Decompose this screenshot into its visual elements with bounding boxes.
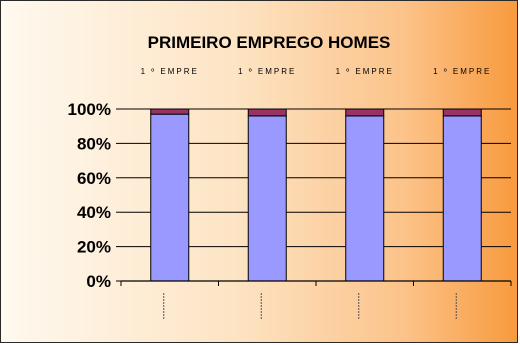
- y-axis-ticks: 0% 20% 40% 60% 80% 100%: [68, 100, 121, 291]
- y-tick-label: 100%: [68, 100, 111, 119]
- bar-segment: [345, 108, 385, 117]
- bar-segment: [442, 108, 482, 117]
- data-label: 1 º EMPRE: [238, 67, 296, 76]
- bar-segment: [247, 115, 287, 282]
- data-label: 1 º EMPRE: [433, 67, 491, 76]
- bar-segment: [345, 115, 385, 282]
- bar-segment: [150, 108, 190, 115]
- y-tick-label: 40%: [77, 203, 111, 222]
- bar-segment: [442, 115, 482, 282]
- y-tick-label: 80%: [77, 134, 111, 153]
- bar-segment: [150, 113, 190, 282]
- bars: [150, 108, 482, 282]
- data-label: 1 º EMPRE: [336, 67, 394, 76]
- data-label: 1 º EMPRE: [141, 67, 199, 76]
- x-axis-ticks: [120, 281, 512, 319]
- chart-title: PRIMEIRO EMPREGO HOMES: [148, 33, 391, 52]
- data-labels: 1 º EMPRE 1 º EMPRE 1 º EMPRE 1 º EMPRE: [141, 67, 491, 76]
- bar-segment: [247, 108, 287, 117]
- y-tick-label: 0%: [86, 272, 111, 291]
- y-tick-label: 60%: [77, 169, 111, 188]
- y-tick-label: 20%: [77, 238, 111, 257]
